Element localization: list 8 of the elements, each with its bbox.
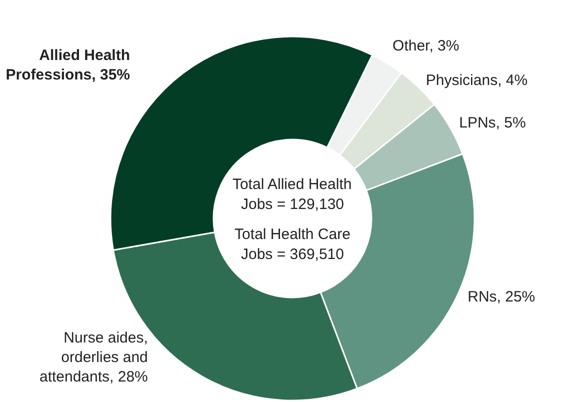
slice-label: Physicians, 4%: [426, 72, 528, 89]
slice-label: Nurse aides, orderlies and attendants, 28%: [39, 329, 148, 386]
text: Total Allied Health Jobs = 129,130: [232, 176, 352, 213]
slice-label: Other, 3%: [392, 38, 460, 55]
text: Total Health Care Jobs = 369,510: [234, 226, 350, 263]
slice-label: Allied Health Professions, 35%: [6, 46, 130, 84]
slice-label: LPNs, 5%: [459, 114, 526, 132]
slice-label: RNs, 25%: [468, 288, 536, 306]
